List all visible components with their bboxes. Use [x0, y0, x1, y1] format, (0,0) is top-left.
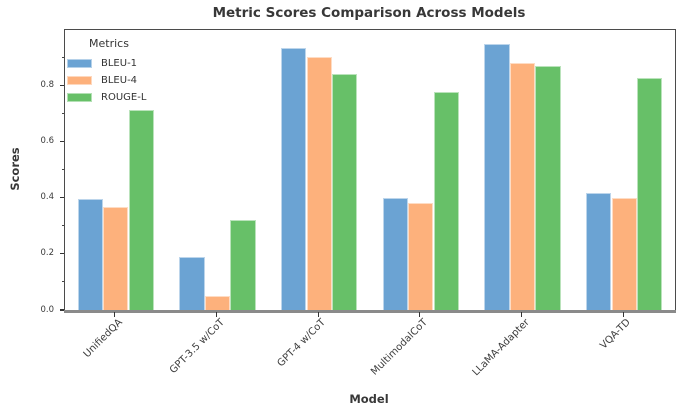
- bar-bleu-1-gpt-4-w-cot: [281, 48, 307, 311]
- x-tick-mark: [622, 312, 624, 317]
- y-tick-label: 0.2: [40, 248, 54, 259]
- bar-rouge-l-gpt-4-w-cot: [331, 73, 358, 311]
- x-tick-mark: [114, 312, 116, 317]
- bar-bleu-1-multimodalcot: [382, 197, 409, 311]
- x-tick-mark: [215, 312, 218, 317]
- y-tick-mark: [60, 309, 64, 311]
- bar-rouge-l-multimodalcot: [433, 92, 459, 311]
- bar-bleu-4-gpt-3-5-w-cot: [204, 296, 231, 311]
- y-minor-tick-mark: [61, 169, 64, 170]
- x-tick-mark: [317, 312, 319, 317]
- legend-item-rouge-l: ROUGE-L: [67, 89, 146, 106]
- legend-swatch-icon: [67, 58, 92, 69]
- bar-bleu-4-unifiedqa: [103, 207, 129, 311]
- y-minor-tick-mark: [61, 56, 64, 58]
- y-minor-tick-mark: [61, 225, 64, 227]
- bar-bleu-1-unifiedqa: [77, 199, 104, 311]
- bar-rouge-l-unifiedqa: [128, 110, 154, 311]
- bar-bleu-1-gpt-3-5-w-cot: [179, 257, 205, 311]
- bar-rouge-l-gpt-3-5-w-cot: [230, 220, 256, 311]
- bar-bleu-4-llama-adapter: [509, 62, 536, 311]
- legend-item-bleu-1: BLEU-1: [67, 55, 146, 72]
- y-tick-mark: [60, 140, 64, 143]
- bar-bleu-1-vqa-td: [586, 193, 612, 311]
- bar-bleu-4-gpt-4-w-cot: [306, 56, 332, 311]
- legend-swatch-icon: [67, 75, 92, 86]
- x-tick-mark: [520, 312, 523, 317]
- legend-items: BLEU-1 BLEU-4 ROUGE-L: [67, 55, 146, 106]
- legend-swatch-icon: [67, 92, 92, 103]
- y-tick-label: 0.8: [40, 79, 54, 90]
- bar-bleu-4-vqa-td: [611, 197, 637, 311]
- plot-area: Metrics BLEU-1 BLEU-4 ROUGE-L: [64, 29, 676, 313]
- y-tick-mark: [60, 84, 64, 86]
- x-axis-title: Model: [349, 392, 389, 406]
- legend: Metrics BLEU-1 BLEU-4 ROUGE-L: [67, 37, 146, 106]
- bar-bleu-4-multimodalcot: [408, 203, 434, 311]
- legend-label: ROUGE-L: [101, 92, 147, 103]
- legend-item-bleu-4: BLEU-4: [67, 72, 146, 89]
- y-tick-label: 0.0: [40, 304, 54, 315]
- x-tick-mark: [419, 312, 421, 317]
- bar-bleu-1-llama-adapter: [484, 44, 510, 311]
- bar-rouge-l-vqa-td: [636, 78, 663, 311]
- y-tick-label: 0.4: [40, 192, 54, 203]
- legend-label: BLEU-1: [101, 58, 138, 69]
- y-minor-tick-mark: [61, 112, 64, 114]
- chart-title: Metric Scores Comparison Across Models: [212, 5, 526, 21]
- y-axis-title: Scores: [8, 147, 22, 191]
- y-minor-tick-mark: [61, 281, 64, 283]
- y-tick-label: 0.6: [40, 135, 54, 146]
- legend-label: BLEU-4: [101, 75, 138, 86]
- x-axis-line: [64, 310, 676, 313]
- legend-title: Metrics: [89, 37, 129, 50]
- bar-rouge-l-llama-adapter: [535, 65, 561, 311]
- y-tick-mark: [60, 253, 64, 255]
- y-tick-mark: [60, 196, 64, 199]
